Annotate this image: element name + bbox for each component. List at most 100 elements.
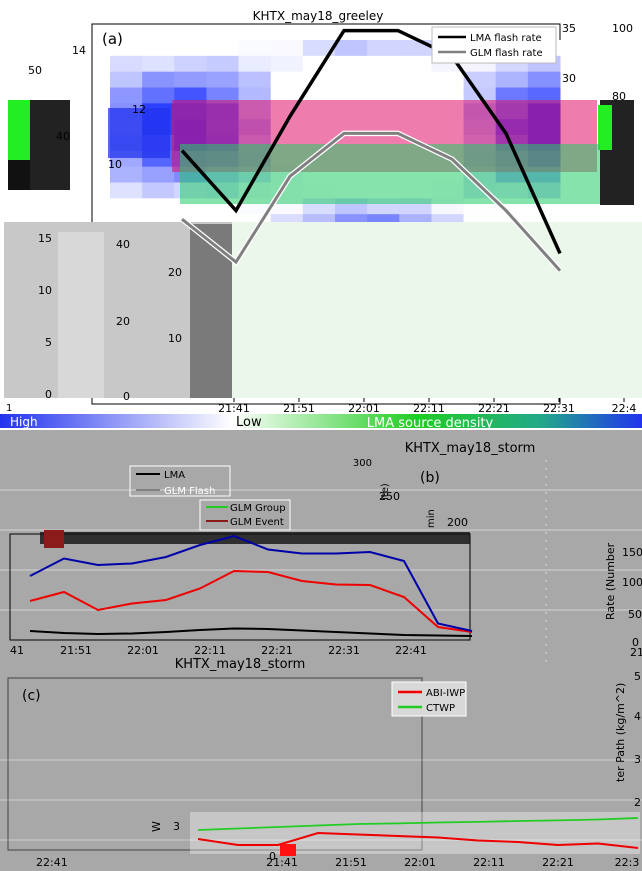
colorbar-low-label: Low bbox=[236, 415, 262, 430]
heatmap-cell bbox=[206, 71, 240, 88]
panel-c-lines bbox=[197, 817, 639, 849]
panel-c-xtick-label: 22:11 bbox=[473, 856, 505, 869]
heatmap-cell bbox=[302, 40, 336, 57]
heatmap-cell bbox=[527, 87, 561, 104]
panel-a-xtick-fragment: 1 bbox=[6, 403, 12, 414]
panel-a-lower-tick-20: 20 bbox=[168, 266, 182, 279]
abi-iwp-line bbox=[197, 831, 639, 849]
panel-b-xtick-fragment: 41 bbox=[10, 644, 24, 657]
panel-a-xtick-label: 21:41 bbox=[218, 402, 250, 415]
heatmap-cell bbox=[206, 55, 240, 73]
colorbar-high-label: High bbox=[10, 415, 38, 429]
panel-b-ylabel-min: min bbox=[426, 509, 437, 528]
panel-c-xtick-label: 21:41 bbox=[266, 856, 298, 869]
panel-b-top-tick-250: 250 bbox=[379, 490, 400, 503]
panel-c-right-tick-5: 5 bbox=[634, 670, 641, 683]
panel-b-xtick-label: 22:31 bbox=[328, 644, 360, 657]
panel-b: KHTX_may18_storm (b) 250 300 200 ite) mi… bbox=[0, 430, 642, 664]
heatmap-cell bbox=[238, 40, 272, 57]
legend-abi-iwp: ABI-IWP bbox=[426, 688, 465, 699]
panel-b-xticks: 21:51 22:01 22:11 22:21 22:31 22:41 bbox=[60, 644, 427, 657]
heatmap-cell bbox=[142, 182, 175, 199]
heatmap-cell bbox=[238, 71, 272, 88]
panel-c-xtick-label: 21:51 bbox=[335, 856, 367, 869]
panel-b-ylabel-fragment: ite) bbox=[380, 483, 391, 500]
panel-a-ytick-10: 10 bbox=[108, 158, 122, 171]
heatmap-cell bbox=[495, 87, 529, 104]
stack2-tick-0: 0 bbox=[123, 390, 130, 403]
heatmap-cell bbox=[335, 40, 368, 57]
heatmap-cell bbox=[399, 55, 432, 73]
heatmap-cell bbox=[335, 55, 368, 73]
panel-a-xtick-label: 22:4 bbox=[612, 402, 637, 415]
ctwp-line bbox=[197, 817, 639, 831]
panel-a-xtick-label: 21:51 bbox=[283, 402, 315, 415]
panel-a-lower-tick-10: 10 bbox=[168, 332, 182, 345]
panel-c-bg bbox=[0, 664, 642, 871]
heatmap-cell bbox=[206, 87, 240, 104]
heatmap-cell bbox=[399, 87, 432, 104]
legend-lma: LMA bbox=[164, 470, 185, 481]
panel-c-red-bar bbox=[280, 844, 296, 856]
heatmap-cell bbox=[238, 87, 272, 104]
lma-line bbox=[29, 627, 473, 637]
panel-c-xtick-label: 22:01 bbox=[404, 856, 436, 869]
heatmap-cell bbox=[110, 87, 143, 104]
heatmap-cell bbox=[270, 40, 304, 57]
panel-b-right-tick-0: 0 bbox=[632, 636, 639, 649]
panel-b-right-tick-50: 50 bbox=[628, 608, 642, 621]
panel-c-frame bbox=[7, 677, 423, 851]
heatmap-cell bbox=[110, 166, 143, 183]
heatmap-cell bbox=[431, 87, 465, 104]
panel-a-far-left-tick-50: 50 bbox=[28, 64, 42, 77]
panel-a-far-left-tick-40: 40 bbox=[56, 130, 70, 143]
panel-b-xtick-label: 22:21 bbox=[261, 644, 293, 657]
stack-tick-0: 0 bbox=[45, 388, 52, 401]
panel-a-right-tick-30: 30 bbox=[562, 72, 576, 85]
heatmap-cell bbox=[110, 71, 143, 88]
panel-c-xtick-label: 22:21 bbox=[542, 856, 574, 869]
heatmap-cell bbox=[110, 198, 143, 215]
panel-a-legend: LMA flash rate GLM flash rate bbox=[431, 26, 557, 64]
panel-c-ytick-0: 0 bbox=[269, 850, 276, 863]
heatmap-cell bbox=[270, 71, 304, 88]
panel-a-xtick-label: 22:31 bbox=[543, 402, 575, 415]
panel-b-right-xtick-fragment: 21 bbox=[630, 646, 642, 659]
panel-b-legend: LMA GLM Flash GLM Group GLM Event bbox=[129, 465, 291, 531]
panel-c-xticks: 21:41 21:51 22:01 22:11 22:21 22:3 bbox=[266, 856, 639, 869]
heatmap-cell bbox=[206, 40, 240, 57]
heatmap-cell bbox=[238, 55, 272, 73]
glm-group-line bbox=[29, 534, 473, 632]
panel-c: KHTX_may18_storm (c) ABI-IWP CTWP ter Pa… bbox=[0, 657, 642, 871]
panel-b-xtick-label: 21:51 bbox=[60, 644, 92, 657]
panel-a-far-right-tick-80: 80 bbox=[612, 90, 626, 103]
panel-b-ylabel: Rate (Number bbox=[604, 542, 617, 620]
panel-b-right-tick-100: 100 bbox=[622, 576, 642, 589]
colorbar: High Low LMA source density bbox=[0, 414, 642, 431]
heatmap-cell bbox=[142, 198, 175, 215]
heatmap-cell bbox=[110, 40, 143, 57]
heatmap-cell bbox=[335, 71, 368, 88]
heatmap-cell bbox=[142, 71, 175, 88]
stack-tick-10: 10 bbox=[38, 284, 52, 297]
panel-c-xtick-label: 22:3 bbox=[615, 856, 640, 869]
panel-c-gridlines bbox=[0, 759, 642, 841]
heatmap-cell bbox=[367, 71, 400, 88]
heatmap-cell bbox=[335, 87, 368, 104]
panel-a-label: (a) bbox=[102, 30, 123, 48]
colorbar-title: LMA source density bbox=[367, 416, 494, 431]
panel-b-top-band bbox=[40, 532, 470, 544]
heatmap-cell bbox=[174, 87, 207, 104]
heatmap-cell bbox=[270, 55, 304, 73]
panel-b-red-block bbox=[44, 530, 64, 548]
legend-glm-event: GLM Event bbox=[230, 517, 284, 528]
heatmap-cell bbox=[142, 55, 175, 73]
panel-a-right-tick-35: 35 bbox=[562, 22, 576, 35]
heatmap-cell bbox=[431, 71, 465, 88]
panel-b-lines bbox=[29, 534, 473, 637]
heatmap-cell bbox=[174, 40, 207, 57]
heatmap-cell bbox=[399, 40, 432, 57]
panel-a-xtick-label: 22:21 bbox=[478, 402, 510, 415]
panel-a-far-right-tick-100: 100 bbox=[612, 22, 633, 35]
